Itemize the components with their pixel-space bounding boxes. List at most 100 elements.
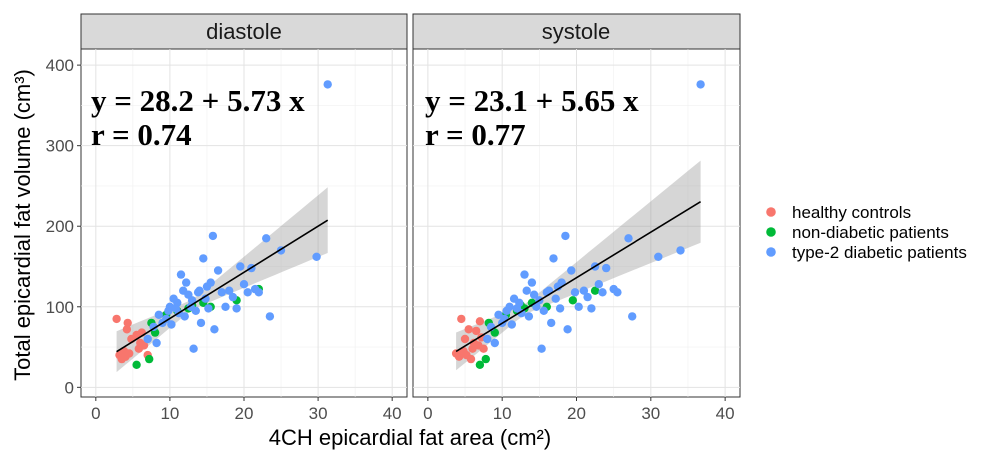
data-point xyxy=(460,334,470,344)
data-point xyxy=(594,280,603,289)
data-point xyxy=(180,312,189,321)
confidence-band xyxy=(456,160,701,371)
data-point xyxy=(206,278,215,287)
legend-label: healthy controls xyxy=(792,203,911,222)
data-point xyxy=(176,270,186,279)
data-point xyxy=(522,286,531,295)
data-point xyxy=(570,288,580,297)
data-point xyxy=(208,231,218,241)
data-point xyxy=(598,288,607,297)
data-point xyxy=(464,325,473,334)
x-tick-label: 40 xyxy=(383,404,402,423)
x-tick-label: 0 xyxy=(91,404,100,423)
data-point xyxy=(152,338,161,348)
data-point xyxy=(494,310,503,319)
y-tick-label: 400 xyxy=(46,56,74,75)
data-point xyxy=(466,354,476,364)
fit-line xyxy=(455,201,702,353)
data-point xyxy=(210,325,219,334)
data-point xyxy=(112,314,121,324)
x-tick-label: 30 xyxy=(641,404,660,423)
confidence-band-area xyxy=(456,160,701,371)
points xyxy=(451,80,705,369)
data-point xyxy=(529,290,539,299)
data-point xyxy=(520,270,529,279)
data-point xyxy=(239,280,249,289)
data-point xyxy=(195,286,204,295)
data-point xyxy=(561,231,570,241)
data-point xyxy=(243,288,252,297)
data-point xyxy=(189,344,198,353)
data-point xyxy=(262,234,271,243)
y-tick-label: 300 xyxy=(46,137,74,156)
data-point xyxy=(204,304,213,313)
data-point xyxy=(472,326,481,336)
data-point xyxy=(162,314,171,324)
panel-diastole: diastole y = 28.2 + 5.73 x r = 0.74 xyxy=(80,13,408,398)
panel-title-diastole: diastole xyxy=(206,19,282,44)
y-axis: 0 100 200 300 400 xyxy=(46,56,81,397)
data-point xyxy=(475,317,485,326)
panel-title-systole: systole xyxy=(542,19,610,44)
x-tick-label: 20 xyxy=(235,404,254,423)
legend-marker xyxy=(766,227,776,237)
y-tick-label: 0 xyxy=(65,378,74,397)
data-point xyxy=(225,286,234,295)
data-point xyxy=(563,325,572,334)
equation-label: y = 23.1 + 5.65 x xyxy=(425,83,639,118)
panel-grid xyxy=(81,49,407,397)
data-point xyxy=(312,252,321,261)
data-point xyxy=(254,288,263,297)
legend-label: type-2 diabetic patients xyxy=(792,243,967,262)
data-point xyxy=(483,334,492,344)
data-point xyxy=(232,304,241,313)
data-point xyxy=(323,80,332,89)
data-point xyxy=(213,266,223,275)
x-tick-label: 0 xyxy=(423,404,432,423)
legend-marker xyxy=(766,247,776,257)
data-point xyxy=(196,318,206,328)
strip-background xyxy=(412,13,741,50)
data-point xyxy=(517,309,526,318)
y-tick-label: 200 xyxy=(46,217,74,236)
data-point xyxy=(123,318,132,328)
data-point xyxy=(457,314,466,324)
data-point xyxy=(217,288,226,297)
data-point xyxy=(583,292,592,302)
data-point xyxy=(549,254,558,263)
panel-systole: systole y = 23.1 + 5.65 x r = 0.77 xyxy=(412,13,741,398)
r-label: r = 0.77 xyxy=(425,117,526,152)
x-axes: 0 10 20 30 40 0 10 20 30 40 xyxy=(91,397,735,423)
strip-background xyxy=(80,13,408,50)
data-point xyxy=(587,304,596,313)
data-point xyxy=(154,310,163,319)
data-point xyxy=(145,354,154,364)
data-point xyxy=(201,294,210,303)
y-axis-title: Total epicardial fat volume (cm³) xyxy=(10,69,35,381)
fit-line xyxy=(116,219,329,353)
data-point xyxy=(122,325,132,334)
data-point xyxy=(125,349,134,358)
data-point xyxy=(228,292,238,302)
data-point xyxy=(654,252,663,261)
legend-marker xyxy=(766,207,776,217)
legend-label: non-diabetic patients xyxy=(792,223,949,242)
data-point xyxy=(624,234,633,243)
data-point xyxy=(568,296,577,305)
data-point xyxy=(505,302,514,311)
x-tick-label: 30 xyxy=(309,404,328,423)
regression-line xyxy=(455,201,702,353)
x-tick-label: 10 xyxy=(493,404,512,423)
data-point xyxy=(139,341,149,350)
data-point xyxy=(236,262,245,271)
data-point xyxy=(191,306,200,315)
data-point xyxy=(490,338,499,348)
data-point xyxy=(547,318,556,328)
equation-label: y = 28.2 + 5.73 x xyxy=(91,83,305,118)
data-point xyxy=(537,344,546,353)
data-point xyxy=(265,312,275,321)
x-tick-label: 10 xyxy=(160,404,179,423)
regression-line xyxy=(116,219,329,353)
